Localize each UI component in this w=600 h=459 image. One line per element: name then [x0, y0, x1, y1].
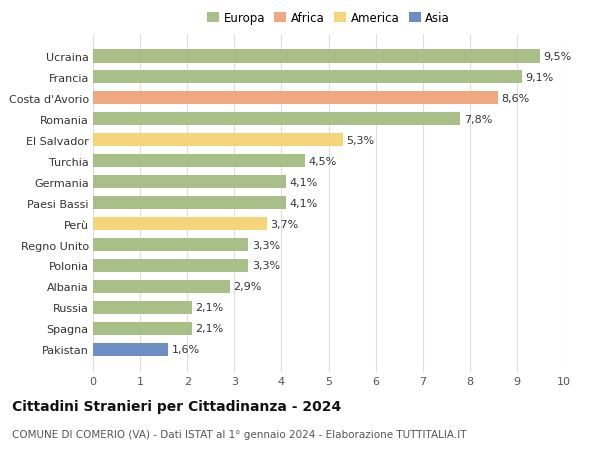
Bar	[93, 175, 286, 189]
Text: 4,1%: 4,1%	[289, 198, 317, 208]
Bar	[93, 301, 192, 314]
Bar	[93, 50, 541, 63]
Bar	[93, 280, 230, 294]
Bar	[93, 92, 498, 105]
Text: 3,3%: 3,3%	[252, 240, 280, 250]
Text: 7,8%: 7,8%	[464, 114, 492, 124]
Bar	[93, 343, 169, 357]
Bar	[93, 71, 521, 84]
Text: 9,1%: 9,1%	[525, 73, 553, 83]
Bar	[93, 217, 267, 231]
Text: 1,6%: 1,6%	[172, 345, 200, 355]
Text: 2,9%: 2,9%	[233, 282, 261, 292]
Text: 2,1%: 2,1%	[195, 324, 223, 334]
Text: 2,1%: 2,1%	[195, 303, 223, 313]
Bar	[93, 112, 460, 126]
Text: 8,6%: 8,6%	[502, 94, 530, 103]
Bar	[93, 154, 305, 168]
Legend: Europa, Africa, America, Asia: Europa, Africa, America, Asia	[207, 12, 450, 25]
Text: 4,5%: 4,5%	[308, 156, 337, 166]
Bar	[93, 322, 192, 336]
Text: 5,3%: 5,3%	[346, 135, 374, 146]
Bar	[93, 238, 248, 252]
Bar	[93, 259, 248, 273]
Text: 9,5%: 9,5%	[544, 51, 572, 62]
Text: 4,1%: 4,1%	[289, 177, 317, 187]
Text: 3,7%: 3,7%	[271, 219, 299, 229]
Bar	[93, 196, 286, 210]
Text: COMUNE DI COMERIO (VA) - Dati ISTAT al 1° gennaio 2024 - Elaborazione TUTTITALIA: COMUNE DI COMERIO (VA) - Dati ISTAT al 1…	[12, 429, 467, 439]
Bar	[93, 134, 343, 147]
Text: Cittadini Stranieri per Cittadinanza - 2024: Cittadini Stranieri per Cittadinanza - 2…	[12, 399, 341, 413]
Text: 3,3%: 3,3%	[252, 261, 280, 271]
